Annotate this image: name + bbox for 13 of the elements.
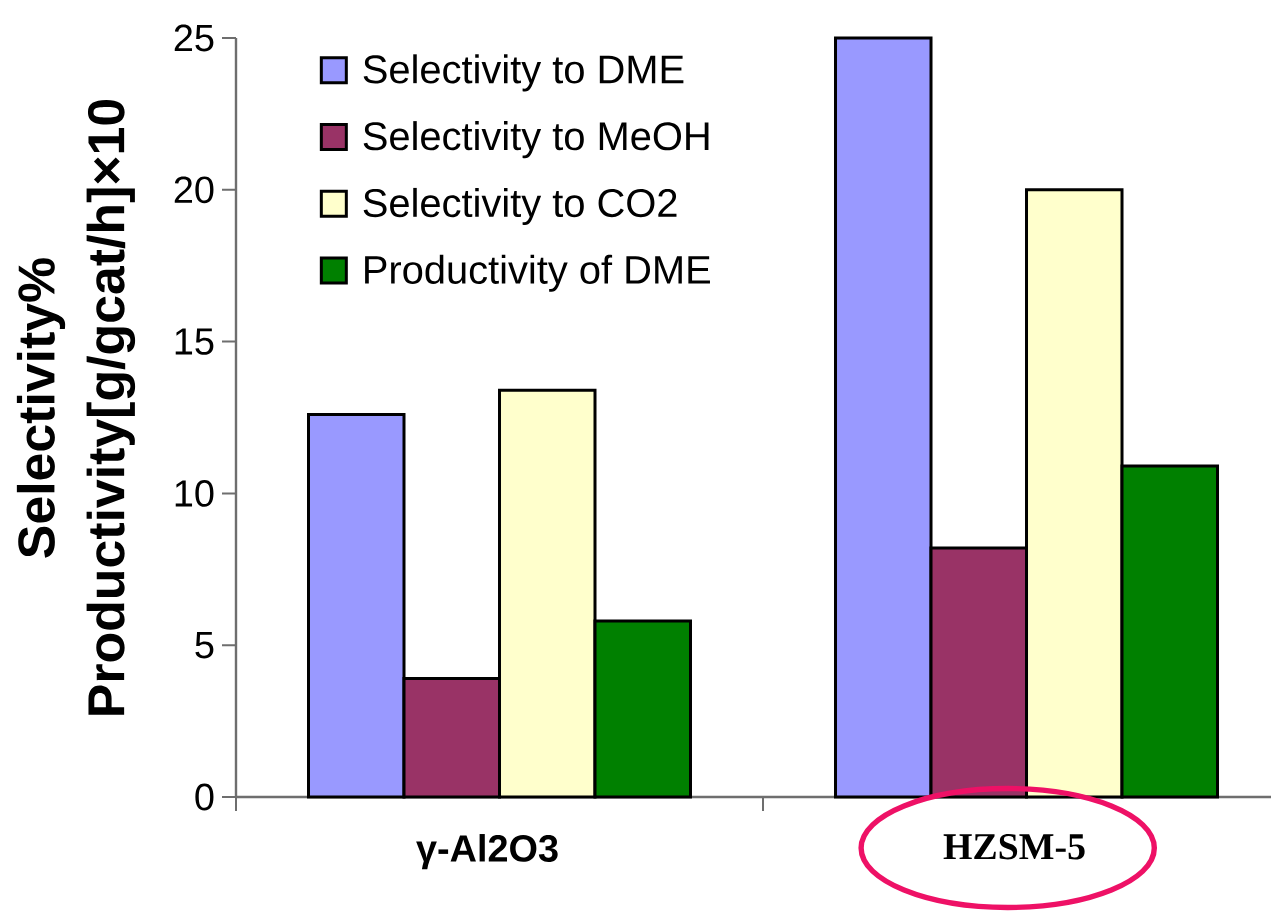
y-tick-label: 5	[195, 632, 214, 659]
y-axis-title: Selectivity% Productivity[g/gcat/h]×10	[16, 99, 136, 715]
x-tick-label: γ-Al2O3	[416, 834, 558, 870]
legend-label: Selectivity to MeOH	[363, 121, 709, 159]
x-tick-label: HZSM-5	[943, 834, 1085, 860]
y-tick-label: 20	[174, 176, 214, 204]
y-tick-label: 0	[195, 783, 214, 811]
legend-label: Productivity of DME	[365, 254, 710, 292]
legend-label: Selectivity to DME	[363, 54, 684, 92]
y-tick-label: 25	[174, 24, 214, 52]
y-tick-label: 10	[175, 479, 214, 507]
legend-label: Selectivity to CO2	[363, 187, 677, 226]
y-tick-label: 15	[175, 328, 214, 355]
